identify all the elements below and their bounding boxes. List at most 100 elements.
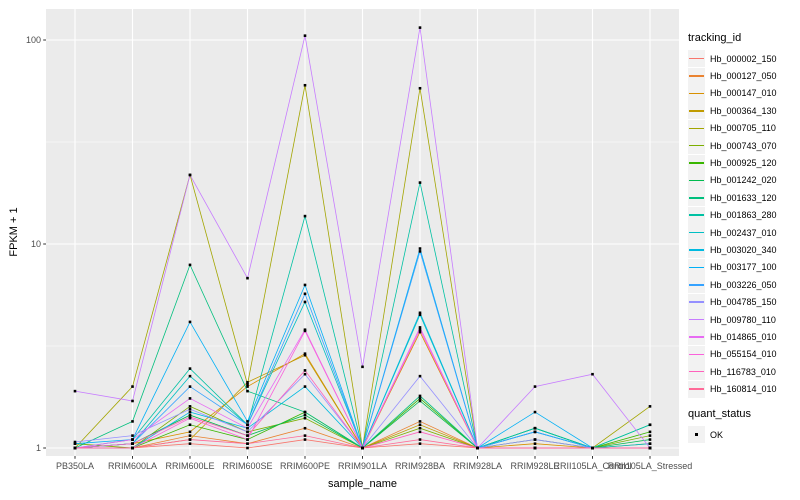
legend-item: Hb_003020_340	[688, 241, 800, 259]
x-tick-label: PB350LA	[56, 461, 94, 471]
data-point	[303, 434, 307, 437]
data-point	[418, 330, 422, 334]
legend-item-label: Hb_003177_100	[710, 262, 777, 273]
legend-swatch	[688, 224, 705, 242]
data-point	[303, 438, 307, 441]
data-point	[303, 385, 307, 388]
legend-item: Hb_116783_010	[688, 363, 800, 381]
data-point	[188, 263, 192, 267]
legend-swatch	[688, 206, 705, 224]
legend: tracking_id Hb_000002_150 Hb_000127_050 Hb…	[688, 32, 800, 443]
legend-swatch	[688, 363, 705, 381]
x-tick-label: RRII105LA_Stressed	[608, 461, 693, 471]
legend-item-label: Hb_003226_050	[710, 279, 777, 290]
legend-item-label: Hb_055154_010	[710, 349, 777, 360]
data-point	[418, 311, 422, 315]
data-point	[188, 320, 192, 324]
legend-swatch	[688, 345, 705, 363]
legend-swatch	[688, 293, 705, 311]
data-point	[188, 415, 192, 419]
data-point	[303, 83, 307, 87]
legend-swatch	[688, 67, 705, 85]
legend-swatch	[688, 137, 705, 155]
legend-swatch	[688, 276, 705, 294]
x-tick-label: RRIM600PE	[280, 461, 330, 471]
legend-item: Hb_000925_120	[688, 154, 800, 172]
legend-item-label: Hb_000705_110	[710, 123, 776, 134]
data-point	[418, 397, 422, 400]
legend-items-tracking-id: Hb_000002_150 Hb_000127_050 Hb_000147_010 H…	[688, 50, 800, 398]
data-point	[361, 446, 364, 450]
data-point	[361, 365, 364, 369]
data-point	[188, 434, 192, 437]
data-point	[418, 26, 422, 29]
legend-swatch	[688, 154, 705, 172]
data-point	[188, 413, 192, 417]
data-point	[648, 446, 652, 450]
data-point	[73, 442, 77, 445]
data-point	[131, 438, 134, 441]
data-point	[303, 416, 307, 420]
data-point	[246, 383, 249, 386]
y-tick-label: 1	[36, 443, 41, 453]
data-point	[131, 420, 134, 423]
legend-item: Hb_001863_280	[688, 206, 800, 224]
data-point	[648, 430, 652, 434]
legend-item: Hb_004785_150	[688, 293, 800, 311]
data-point	[246, 389, 249, 393]
legend-item: Hb_002437_010	[688, 224, 800, 242]
legend-item-label: Hb_160814_010	[710, 384, 777, 395]
data-point	[533, 438, 537, 441]
legend-items-quant-status: OK	[688, 426, 800, 443]
data-point	[246, 420, 249, 423]
data-point	[648, 405, 652, 408]
legend-swatch	[688, 119, 705, 137]
data-point	[73, 440, 77, 444]
data-point	[246, 430, 249, 434]
x-tick-label: RRIM928LA	[453, 461, 502, 471]
data-point	[418, 313, 422, 317]
data-point	[303, 292, 307, 296]
data-point	[246, 446, 249, 450]
data-point	[188, 367, 192, 370]
data-point	[131, 385, 134, 388]
data-point	[246, 438, 249, 441]
data-point	[246, 380, 249, 384]
data-point	[648, 434, 652, 437]
x-axis-title: sample_name	[327, 478, 398, 490]
data-point	[246, 423, 249, 427]
data-point	[303, 426, 307, 430]
data-point	[303, 300, 307, 304]
legend-item-quant-status: OK	[688, 426, 800, 443]
legend-item: Hb_000705_110	[688, 119, 800, 137]
data-point	[418, 399, 422, 403]
data-point	[131, 434, 134, 437]
y-axis-title: FPKM + 1	[8, 207, 20, 257]
data-point	[418, 426, 422, 430]
data-point	[246, 385, 249, 388]
legend-item: Hb_009780_110	[688, 311, 800, 329]
data-point	[188, 385, 192, 388]
legend-item: Hb_003177_100	[688, 258, 800, 276]
data-point	[246, 442, 249, 445]
legend-item: Hb_001242_020	[688, 171, 800, 189]
data-point	[303, 372, 307, 376]
data-point	[418, 430, 422, 434]
data-point	[131, 446, 134, 450]
data-point	[303, 410, 307, 414]
legend-item-label: Hb_003020_340	[710, 244, 777, 255]
data-point	[188, 173, 192, 177]
legend-swatch	[688, 258, 705, 276]
legend-item-label: Hb_001863_280	[710, 210, 777, 221]
y-tick-label: 10	[31, 239, 41, 249]
data-point	[303, 353, 307, 357]
legend-item: Hb_000002_150	[688, 50, 800, 68]
x-tick-label: RRIM928LE	[510, 461, 559, 471]
legend-item: Hb_003226_050	[688, 276, 800, 294]
data-point	[73, 446, 77, 450]
legend-swatch	[688, 328, 705, 346]
x-tick-label: RRIM901LA	[338, 461, 387, 471]
legend-item: Hb_000364_130	[688, 102, 800, 120]
data-point	[246, 434, 249, 437]
data-point	[418, 181, 422, 184]
